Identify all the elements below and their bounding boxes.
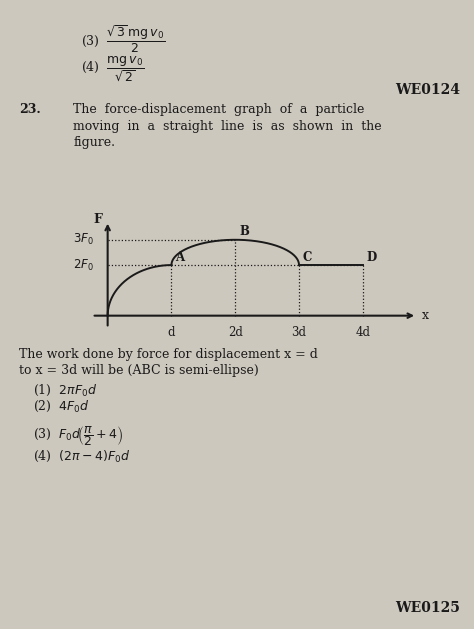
Text: The  force-displacement  graph  of  a  particle: The force-displacement graph of a partic… [73, 103, 365, 116]
Text: The work done by force for displacement x = d: The work done by force for displacement … [19, 348, 318, 361]
Text: (4)  $\dfrac{\mathrm{mg}\,v_0}{\sqrt{2}}$: (4) $\dfrac{\mathrm{mg}\,v_0}{\sqrt{2}}$ [81, 55, 144, 84]
Text: WE0124: WE0124 [395, 83, 460, 97]
Text: (2)  $4F_0 d$: (2) $4F_0 d$ [33, 399, 90, 414]
Text: d: d [168, 326, 175, 339]
Text: x: x [421, 309, 428, 322]
Text: 3d: 3d [292, 326, 307, 339]
Text: B: B [239, 225, 249, 238]
Text: to x = 3d will be (ABC is semi-ellipse): to x = 3d will be (ABC is semi-ellipse) [19, 364, 259, 377]
Text: F: F [94, 213, 102, 226]
Text: (3)  $F_0 d\!\left(\dfrac{\pi}{2}+4\right)$: (3) $F_0 d\!\left(\dfrac{\pi}{2}+4\right… [33, 424, 123, 448]
Text: D: D [366, 250, 377, 264]
Text: moving  in  a  straight  line  is  as  shown  in  the: moving in a straight line is as shown in… [73, 120, 382, 133]
Text: (1)  $2\pi F_0 d$: (1) $2\pi F_0 d$ [33, 382, 97, 398]
Text: (3)  $\dfrac{\sqrt{3}\,\mathrm{mg}\,v_0}{2}$: (3) $\dfrac{\sqrt{3}\,\mathrm{mg}\,v_0}{… [81, 23, 165, 55]
Text: 23.: 23. [19, 103, 41, 116]
Text: WE0125: WE0125 [395, 601, 460, 615]
Text: $2F_0$: $2F_0$ [73, 257, 93, 272]
Text: 2d: 2d [228, 326, 243, 339]
Text: A: A [175, 250, 184, 264]
Text: C: C [303, 250, 312, 264]
Text: figure.: figure. [73, 136, 116, 149]
Text: (4)  $(2\pi - 4)F_0 d$: (4) $(2\pi - 4)F_0 d$ [33, 449, 130, 464]
Text: $3F_0$: $3F_0$ [73, 232, 93, 247]
Text: 4d: 4d [356, 326, 370, 339]
